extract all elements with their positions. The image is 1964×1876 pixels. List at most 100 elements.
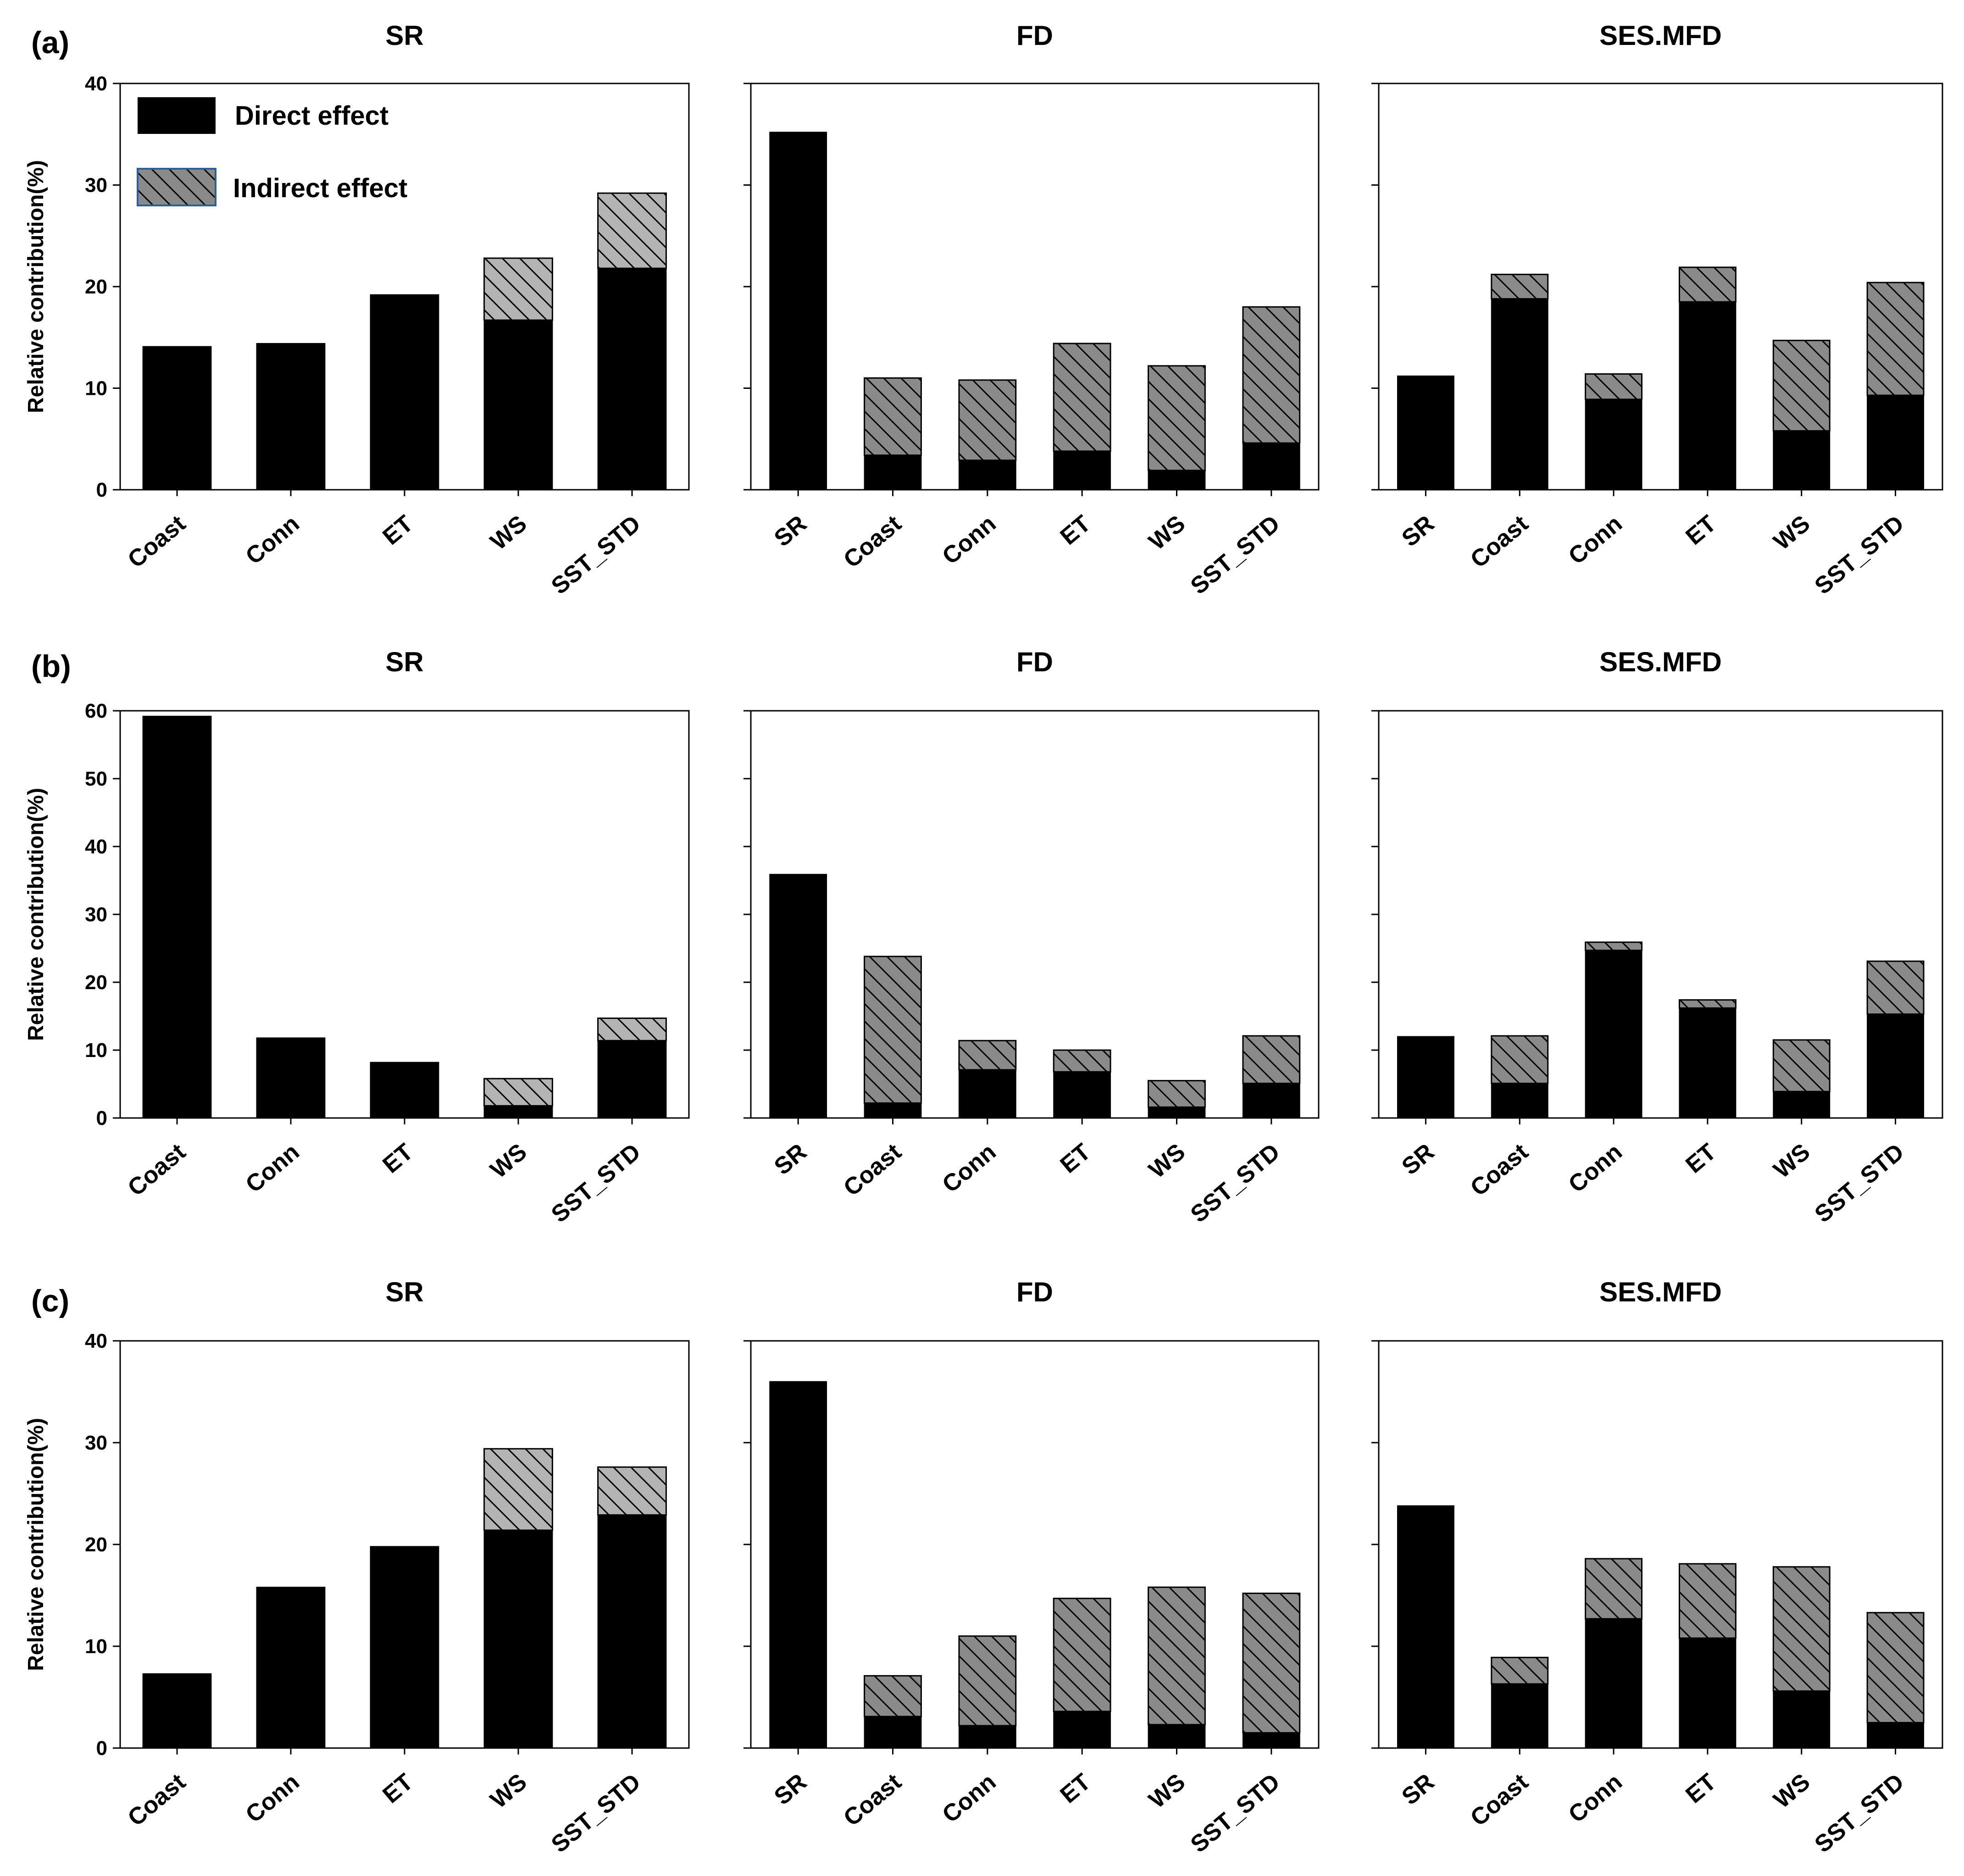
- x-tick-label: WS: [1144, 510, 1190, 555]
- x-tick-label: SR: [769, 510, 812, 552]
- bar-direct: [1585, 1618, 1642, 1749]
- bar-indirect: [1148, 365, 1206, 471]
- bar-direct: [864, 1102, 922, 1118]
- x-tick-label: SR: [1397, 1769, 1440, 1810]
- x-tick-label: Conn: [1564, 510, 1627, 570]
- bar-indirect: [1866, 1612, 1925, 1723]
- bar-indirect: [1678, 1563, 1737, 1639]
- bar-indirect: [483, 1078, 553, 1107]
- bar-direct: [1491, 1683, 1548, 1749]
- legend-swatch-direct: [138, 97, 216, 134]
- x-tick-label: WS: [485, 1139, 532, 1184]
- bar-indirect: [1148, 1586, 1206, 1726]
- chart-panel: SR 0 10 20 30 40 Relative contribution(%) Coast…: [24, 20, 690, 600]
- bar-direct: [1773, 430, 1831, 491]
- chart-title: SES.MFD: [1599, 647, 1722, 677]
- bar-indirect: [1242, 306, 1301, 444]
- bar-direct: [370, 294, 439, 490]
- charts-layer: (a) (b) (c) SR 0 10 20 30 40 Relative contributio…: [24, 20, 1943, 1858]
- x-tick-label: Coast: [1465, 1769, 1533, 1832]
- y-tick-label: 0: [96, 1107, 107, 1129]
- plot-frame: [750, 83, 1320, 491]
- bar-direct: [597, 1040, 667, 1119]
- chart-title: SES.MFD: [1599, 1277, 1722, 1307]
- bar-direct: [958, 459, 1016, 491]
- bar-direct: [370, 1062, 439, 1118]
- bar-indirect: [1866, 282, 1925, 396]
- chart-title: FD: [1016, 647, 1053, 677]
- y-axis-label: Relative contribution(%): [24, 160, 48, 413]
- x-tick-label: ET: [1055, 1139, 1096, 1179]
- x-tick-label: WS: [1144, 1139, 1190, 1184]
- chart-panel: SR 0 10 20 30 40 50 60 Relative contribution(%) C…: [24, 647, 690, 1228]
- bar-direct: [1148, 1107, 1206, 1119]
- x-tick-label: WS: [1769, 1139, 1815, 1184]
- bar-direct: [1867, 1722, 1925, 1749]
- x-tick-label: SST_STD: [1810, 1769, 1909, 1858]
- bar-direct: [142, 715, 212, 1118]
- bar-direct: [864, 1716, 922, 1749]
- chart-title: FD: [1016, 20, 1053, 51]
- x-tick-label: Conn: [938, 1139, 1001, 1198]
- y-tick-label: 40: [85, 1330, 107, 1352]
- bar-indirect: [483, 1448, 553, 1531]
- x-tick-label: Coast: [123, 1769, 191, 1832]
- x-tick-label: SR: [1397, 1139, 1440, 1180]
- x-tick-label: Coast: [1465, 510, 1533, 573]
- x-tick-label: ET: [1681, 510, 1721, 550]
- bar-direct: [142, 346, 212, 490]
- bar-direct: [1867, 1013, 1925, 1119]
- bar-indirect: [958, 1040, 1017, 1071]
- bar-direct: [864, 454, 922, 490]
- bar-direct: [256, 1037, 326, 1119]
- x-tick-label: SST_STD: [546, 510, 646, 600]
- chart-title: SR: [385, 647, 423, 677]
- bar-direct: [483, 1529, 553, 1749]
- y-tick-label: 30: [85, 903, 107, 926]
- bar-direct: [1679, 1007, 1737, 1118]
- y-tick-label: 30: [85, 174, 107, 197]
- bar-direct: [1679, 1638, 1737, 1749]
- chart-title: SR: [385, 1277, 423, 1307]
- bar-direct: [1053, 1071, 1111, 1119]
- bar-indirect: [1053, 1598, 1111, 1712]
- bar-indirect: [1678, 266, 1737, 303]
- bar-indirect: [864, 1675, 922, 1717]
- bar-indirect: [1053, 1049, 1111, 1073]
- x-tick-label: ET: [378, 1769, 418, 1809]
- y-tick-label: 20: [85, 1533, 107, 1556]
- bar-indirect: [1772, 1039, 1831, 1092]
- y-axis-label: Relative contribution(%): [24, 1418, 48, 1671]
- bar-direct: [1679, 301, 1737, 490]
- bar-direct: [769, 874, 827, 1119]
- x-tick-label: SST_STD: [1186, 1769, 1285, 1858]
- x-tick-label: ET: [1055, 510, 1096, 550]
- bar-direct: [1585, 398, 1642, 490]
- bar-direct: [958, 1725, 1016, 1749]
- bar-direct: [597, 1514, 667, 1749]
- plot-frame: [750, 710, 1320, 1119]
- plot-frame: [750, 1340, 1320, 1749]
- chart-title: SR: [385, 20, 423, 51]
- bar-indirect: [864, 956, 922, 1104]
- y-tick-label: 20: [85, 276, 107, 298]
- bar-direct: [483, 320, 553, 490]
- legend-label-direct: Direct effect: [235, 101, 388, 131]
- y-tick-label: 0: [96, 1737, 107, 1760]
- x-tick-label: ET: [1681, 1139, 1721, 1179]
- x-tick-label: WS: [1144, 1769, 1190, 1814]
- row-label: (c): [31, 1284, 69, 1318]
- y-tick-label: 0: [96, 479, 107, 501]
- bar-indirect: [1491, 1656, 1549, 1685]
- x-tick-label: WS: [485, 1769, 532, 1814]
- bar-indirect: [1585, 373, 1643, 400]
- x-tick-label: WS: [1769, 1769, 1815, 1814]
- x-tick-label: Conn: [1564, 1769, 1627, 1828]
- y-tick-label: 20: [85, 971, 107, 994]
